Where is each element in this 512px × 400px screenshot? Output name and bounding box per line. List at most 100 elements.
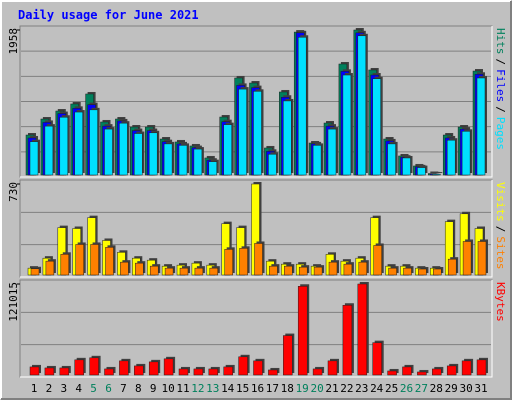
bar (254, 243, 263, 276)
x-tick-label: 7 (120, 382, 127, 395)
bar (268, 154, 277, 176)
bar-shadow (434, 172, 443, 173)
legend-separator: / (494, 59, 507, 66)
legend: Hits / Files / Pages (494, 28, 507, 150)
bar (135, 262, 144, 276)
bar (59, 367, 70, 376)
bar (432, 173, 441, 176)
bar (148, 361, 159, 376)
bar (148, 132, 158, 176)
bar (134, 133, 143, 176)
bar (44, 125, 54, 176)
bar (253, 360, 263, 376)
bar (194, 267, 204, 276)
bar (476, 77, 486, 176)
bar (297, 37, 307, 176)
bar (164, 267, 174, 276)
bar (357, 35, 367, 176)
x-tick-label: 30 (459, 382, 472, 395)
x-tick-label: 11 (176, 382, 189, 395)
bar (253, 91, 262, 176)
legend: KBytes (494, 282, 507, 322)
bar (418, 268, 427, 276)
chart-title: Daily usage for June 2021 (18, 8, 199, 22)
bar (178, 145, 188, 176)
bar (283, 100, 292, 176)
bar (60, 254, 70, 276)
bar (387, 370, 397, 376)
bar (120, 261, 129, 276)
bar (477, 241, 487, 276)
y-tick-label: 121015 (7, 282, 20, 322)
bar (30, 268, 40, 276)
bar (163, 358, 174, 376)
x-tick-label: 15 (236, 382, 249, 395)
bar (297, 286, 308, 376)
plot-bevel (20, 26, 493, 178)
bar (89, 109, 98, 176)
bar (193, 148, 203, 176)
bar (75, 244, 84, 276)
bar (462, 241, 472, 276)
plot-bevel (20, 280, 493, 378)
bar (403, 267, 412, 276)
bar (447, 258, 457, 276)
x-tick-label: 23 (355, 382, 368, 395)
legend-entry: Sites (494, 236, 507, 269)
x-tick-label: 16 (251, 382, 264, 395)
x-tick-label: 26 (400, 382, 413, 395)
bar (149, 265, 159, 276)
bar (313, 266, 323, 276)
x-tick-label: 10 (161, 382, 174, 395)
plot-bevel (20, 180, 493, 278)
bar (387, 143, 396, 176)
x-tick-label: 28 (430, 382, 443, 395)
bar (312, 145, 322, 176)
bar (163, 143, 173, 176)
bar (59, 116, 69, 176)
bar (476, 359, 487, 376)
bar (134, 365, 144, 376)
x-tick-label: 1 (31, 382, 38, 395)
y-tick-label: 730 (7, 182, 20, 202)
bar (446, 139, 456, 176)
bar (74, 111, 83, 176)
x-tick-label: 20 (310, 382, 323, 395)
bar (357, 283, 368, 376)
bar (44, 367, 55, 376)
bar (208, 368, 219, 376)
bar (119, 360, 129, 376)
bar (269, 265, 278, 276)
legend: Visits / Sites (494, 182, 507, 270)
x-tick-label: 22 (340, 382, 353, 395)
bar (104, 128, 113, 176)
bar (29, 141, 39, 176)
legend-entry: Hits (494, 28, 507, 55)
x-tick-label: 2 (46, 382, 53, 395)
bar (223, 366, 233, 376)
bar (193, 368, 204, 376)
bar (89, 357, 99, 376)
x-tick-label: 29 (445, 382, 458, 395)
legend-entry: Pages (494, 117, 507, 150)
bar-shadow (419, 369, 429, 373)
bar (446, 365, 457, 376)
bar (372, 78, 381, 176)
x-tick-label: 31 (474, 382, 487, 395)
bar (284, 265, 293, 276)
x-tick-label: 9 (150, 382, 157, 395)
bar (298, 266, 308, 276)
bar (239, 248, 248, 276)
bar (178, 368, 189, 376)
legend-separator: / (494, 226, 507, 233)
bar (388, 267, 397, 276)
bar (268, 369, 278, 376)
x-tick-label: 19 (296, 382, 309, 395)
bar (74, 359, 84, 376)
bar (433, 268, 442, 276)
bar (358, 261, 368, 276)
bar (179, 267, 189, 276)
bar (402, 157, 411, 176)
